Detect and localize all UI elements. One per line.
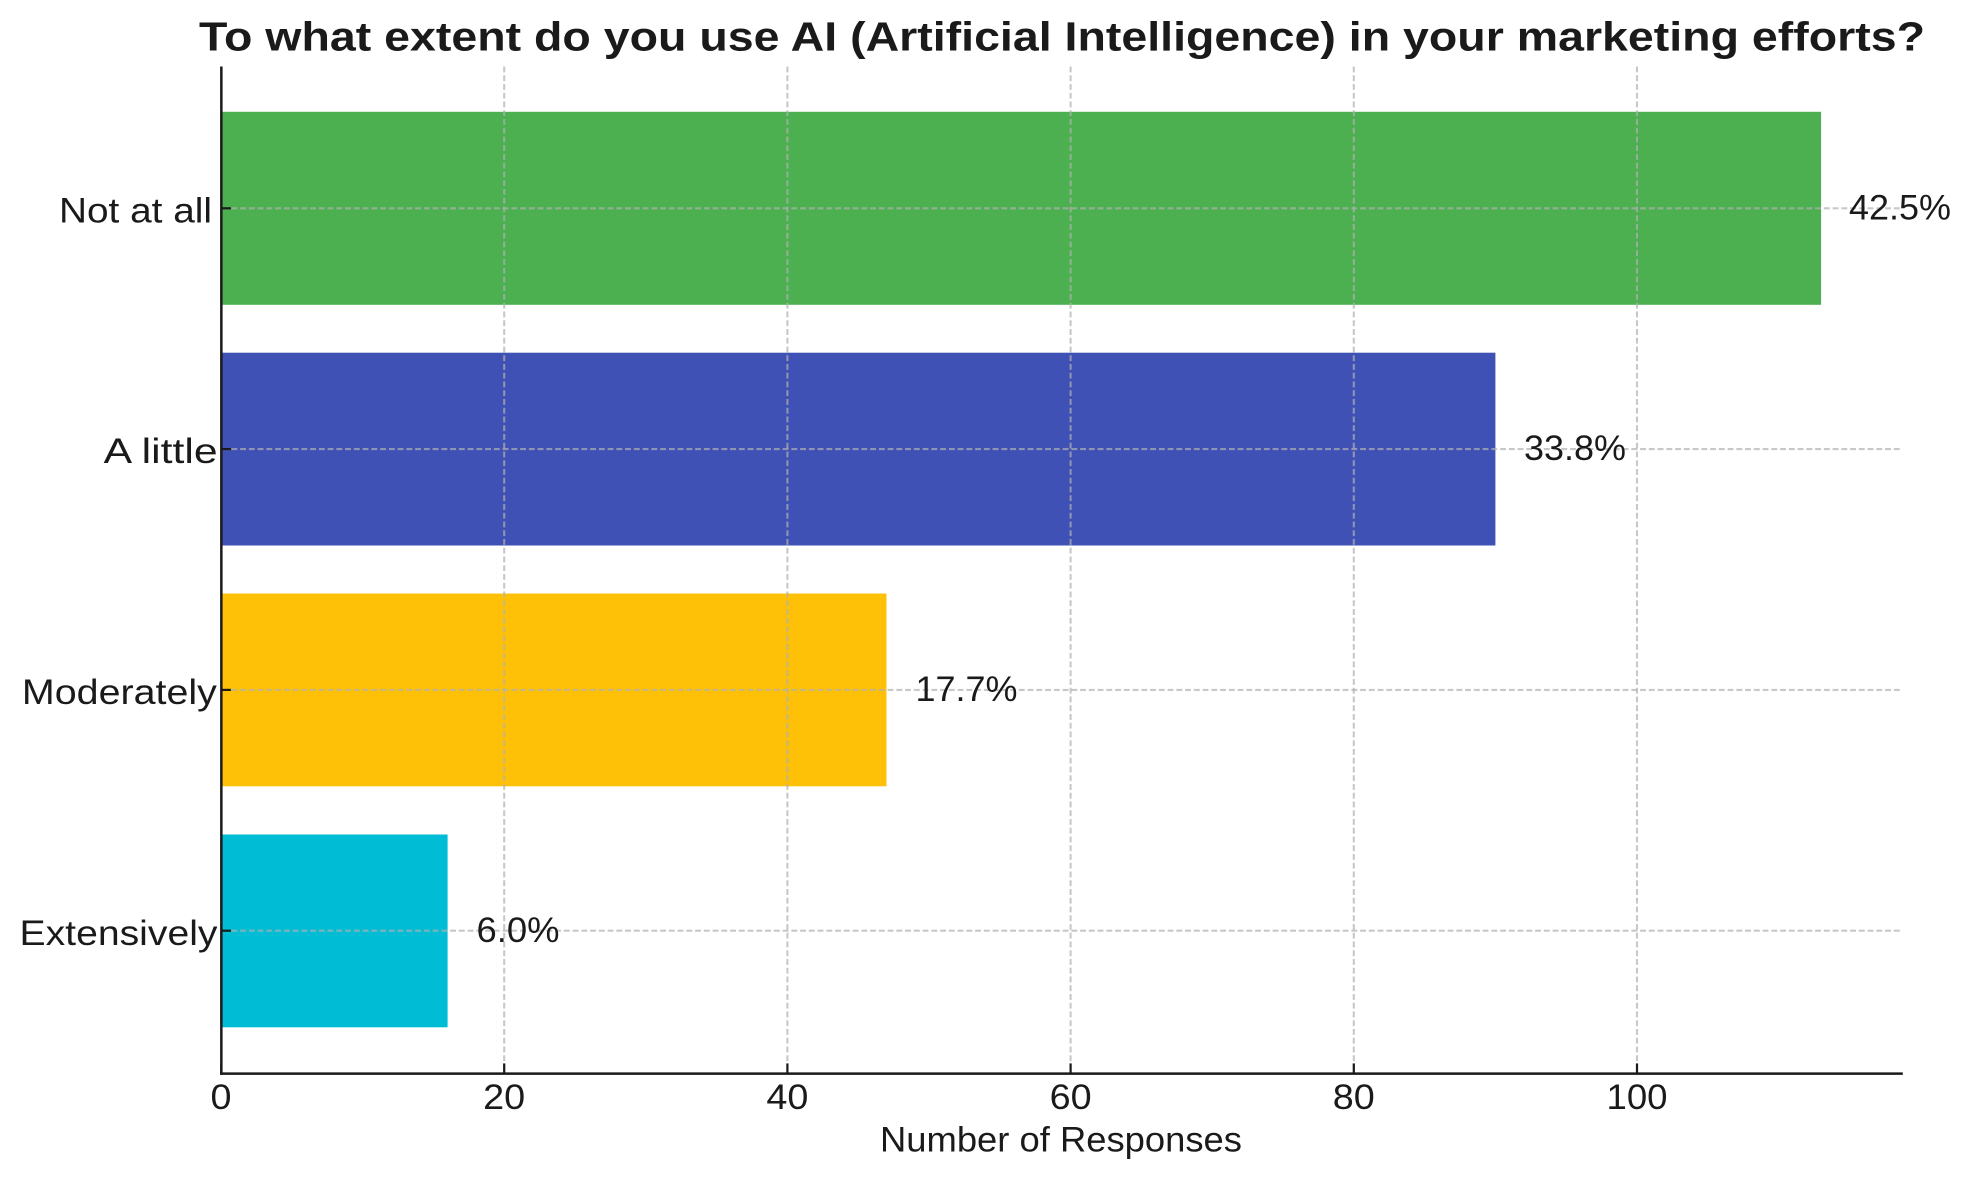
svg-text:A little: A little — [104, 431, 218, 471]
svg-text:6.0%: 6.0% — [477, 910, 560, 950]
svg-text:Number of Responses: Number of Responses — [880, 1121, 1242, 1160]
svg-text:20: 20 — [483, 1078, 525, 1117]
svg-text:60: 60 — [1050, 1078, 1092, 1117]
svg-text:42.5%: 42.5% — [1849, 187, 1951, 227]
svg-text:To what extent do you use AI (: To what extent do you use AI (Artificial… — [199, 14, 1925, 60]
svg-text:17.7%: 17.7% — [916, 669, 1018, 709]
svg-text:0: 0 — [211, 1078, 232, 1117]
svg-text:Moderately: Moderately — [22, 672, 217, 712]
svg-text:40: 40 — [766, 1078, 808, 1117]
svg-text:80: 80 — [1333, 1078, 1375, 1117]
svg-text:Extensively: Extensively — [20, 913, 218, 953]
svg-text:33.8%: 33.8% — [1524, 428, 1626, 468]
svg-text:100: 100 — [1607, 1078, 1668, 1117]
svg-text:Not at all: Not at all — [59, 190, 212, 230]
